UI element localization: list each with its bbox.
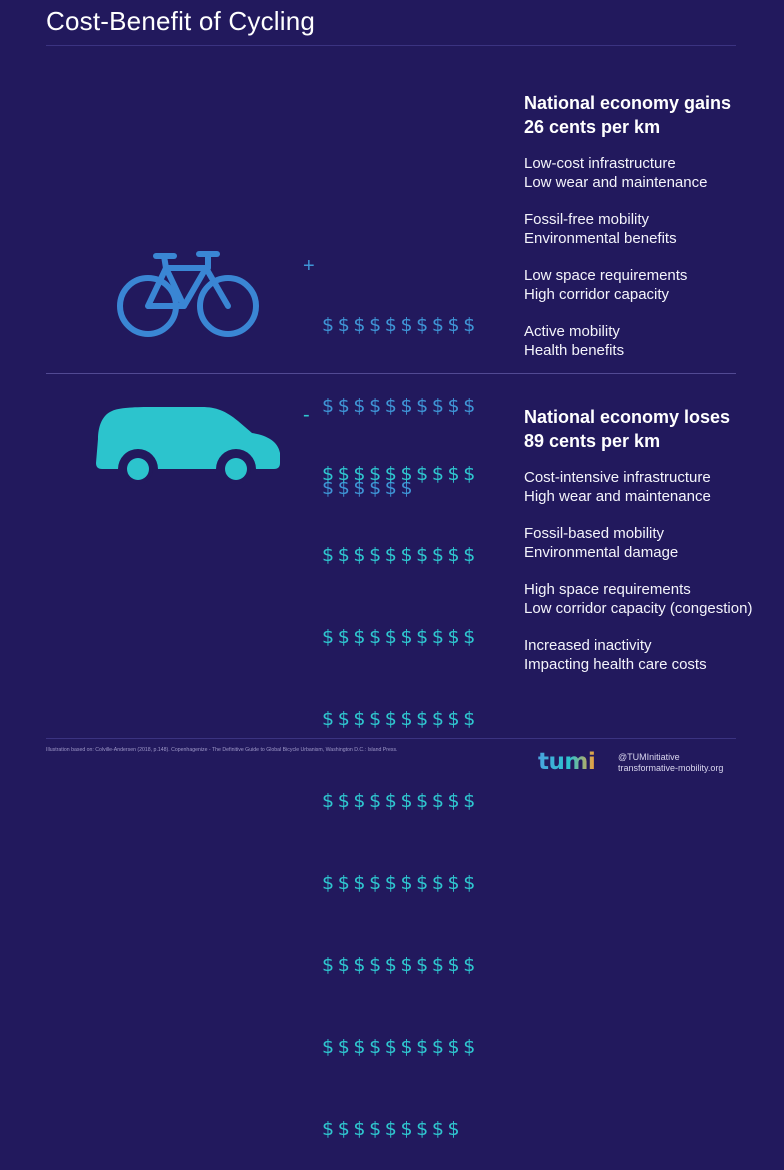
benefit-item: Active mobility Health benefits (524, 322, 624, 360)
social-handle: @TUMInitiative (618, 752, 680, 762)
dollar-row: $$$$$$$$$$ (322, 626, 479, 649)
dollar-row: $$$$$$$$$ (322, 1117, 464, 1140)
cost-line: Increased inactivity (524, 637, 652, 654)
dollar-row: $$$$$$$$$$ (322, 1035, 479, 1058)
gain-heading-line2: 26 cents per km (524, 117, 661, 137)
dollar-row: $$$$$$$$$$ (322, 708, 479, 731)
dollar-row: $$$$$$$$$$ (322, 395, 479, 418)
dollar-row: $$$$$$ (322, 477, 417, 500)
cost-line: High space requirements (524, 581, 691, 598)
benefit-line: Active mobility (524, 323, 620, 340)
title-divider (46, 45, 736, 46)
benefit-line: Fossil-free mobility (524, 211, 650, 228)
source-citation: Illustration based on: Colville-Andersen… (46, 747, 398, 753)
loss-heading-line1: National economy loses (524, 407, 731, 427)
gain-dollar-grid: $$$$$$$$$$ $$$$$$$$$$ $$$$$$ (322, 257, 479, 530)
tumi-logo: tumi (538, 749, 596, 775)
footer-divider (46, 738, 736, 739)
dollar-row: $$$$$$$$$$ (322, 790, 479, 813)
loss-sign: - (303, 404, 310, 426)
cost-item: Increased inactivity Impacting health ca… (524, 636, 707, 674)
cost-line: Impacting health care costs (524, 656, 707, 673)
benefit-item: Fossil-free mobility Environmental benef… (524, 210, 677, 248)
cost-line: Fossil-based mobility (524, 525, 665, 542)
car-icon (96, 407, 280, 484)
benefit-line: Health benefits (524, 342, 625, 359)
cost-item: Cost-intensive infrastructure High wear … (524, 468, 711, 506)
dollar-row: $$$$$$$$$$ (322, 462, 479, 485)
dollar-row: $$$$$$$$$$ (322, 313, 479, 336)
cost-item: High space requirements Low corridor cap… (524, 580, 752, 618)
cost-line: Cost-intensive infrastructure (524, 469, 711, 486)
gain-heading: National economy gains 26 cents per km (524, 91, 731, 139)
gain-heading-line1: National economy gains (524, 93, 732, 113)
benefit-item: Low-cost infrastructure Low wear and mai… (524, 154, 707, 192)
benefit-line: High corridor capacity (524, 286, 670, 303)
logo-text: tumi (538, 749, 595, 775)
cost-line: Low corridor capacity (congestion) (524, 600, 753, 617)
section-divider (46, 373, 736, 374)
bicycle-icon (117, 251, 259, 337)
benefit-line: Low space requirements (524, 267, 688, 284)
dollar-row: $$$$$$$$$$ (322, 953, 479, 976)
loss-heading-line2: 89 cents per km (524, 431, 661, 451)
benefit-line: Low-cost infrastructure (524, 155, 676, 172)
cost-item: Fossil-based mobility Environmental dama… (524, 524, 678, 562)
social-info: @TUMInitiative transformative-mobility.o… (618, 752, 723, 774)
cost-line: Environmental damage (524, 544, 679, 561)
loss-dollar-grid: $$$$$$$$$$ $$$$$$$$$$ $$$$$$$$$$ $$$$$$$… (322, 406, 479, 1170)
dollar-row: $$$$$$$$$$ (322, 872, 479, 895)
cost-line: High wear and maintenance (524, 488, 711, 505)
loss-heading: National economy loses 89 cents per km (524, 405, 730, 453)
dollar-row: $$$$$$$$$$ (322, 544, 479, 567)
page-title: Cost-Benefit of Cycling (46, 6, 316, 36)
gain-sign: + (303, 255, 315, 277)
benefit-item: Low space requirements High corridor cap… (524, 266, 687, 304)
benefit-line: Environmental benefits (524, 230, 677, 247)
benefit-line: Low wear and maintenance (524, 174, 708, 191)
website-link[interactable]: transformative-mobility.org (618, 763, 724, 773)
